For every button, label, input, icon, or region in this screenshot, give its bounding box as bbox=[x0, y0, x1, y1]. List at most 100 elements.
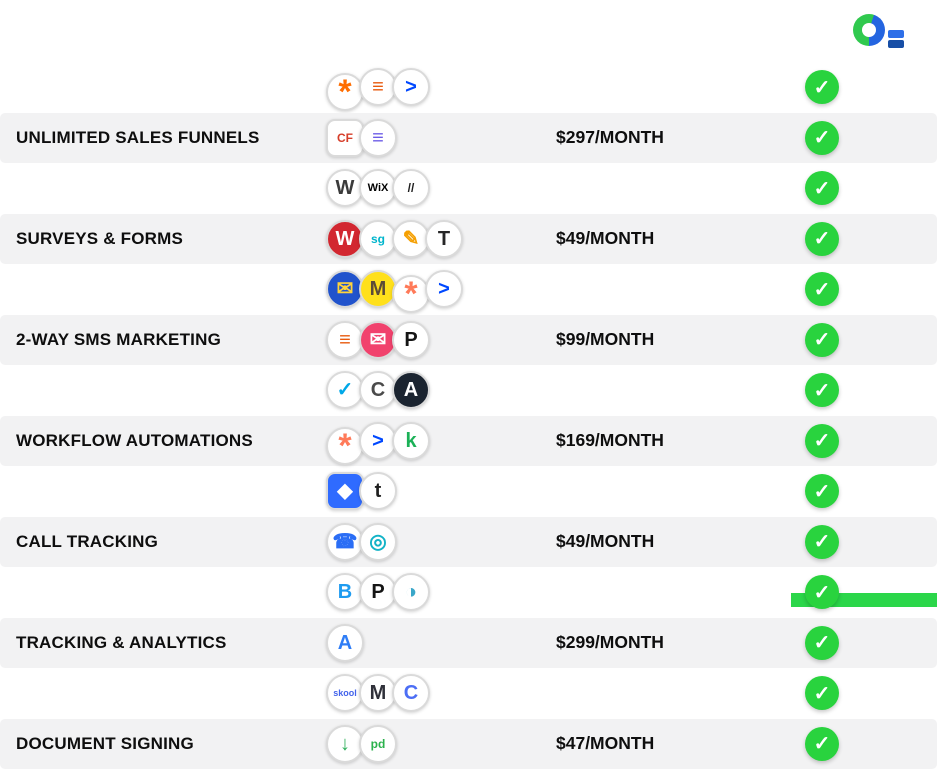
included-check-icon: ✓ bbox=[805, 676, 839, 711]
price-label: $299/MONTH bbox=[556, 632, 664, 653]
column-header-other-tools: OTHER TOOLS bbox=[326, 19, 474, 42]
other-tools-icons: ☎ ◎ bbox=[326, 522, 556, 561]
other-tools-icons: ✉ M * > bbox=[326, 270, 556, 314]
check-cell: ✓ bbox=[791, 517, 937, 568]
other-tools-icons: ↓ pd bbox=[326, 724, 556, 763]
check-cell: ✓ bbox=[791, 62, 937, 113]
included-check-icon: ✓ bbox=[805, 625, 839, 660]
table-row: TRACKING & ANALYTICS A $299/MONTH ✓ bbox=[0, 617, 937, 668]
included-check-icon: ✓ bbox=[805, 70, 839, 105]
table-header: FEATURES OTHER TOOLS PRICE/MONTH HighLev… bbox=[0, 0, 937, 62]
activecampaign-icon: > bbox=[425, 270, 463, 309]
esign-download-icon: ↓ bbox=[326, 724, 364, 763]
table-row: COURSES/PRODUCTS ◆ t $99/MONTH ✓ bbox=[0, 466, 937, 517]
check-cell: ✓ bbox=[791, 416, 937, 467]
price-label: $169/MONTH bbox=[556, 430, 664, 451]
logo-circle-shape bbox=[852, 14, 885, 46]
highlevel-logo-icon bbox=[852, 14, 904, 48]
skool-icon: skool bbox=[326, 674, 364, 713]
funnel-builder-stack-icon: ≡ bbox=[359, 118, 397, 157]
feature-label: BOOKING & APPOINTMENTS bbox=[16, 380, 258, 400]
feature-label: REPUTATION MANAGEMENT bbox=[16, 582, 257, 602]
included-check-icon: ✓ bbox=[805, 524, 839, 559]
included-check-icon: ✓ bbox=[805, 322, 839, 357]
other-tools-icons: ≡ ✉ P bbox=[326, 320, 556, 359]
included-check-icon: ✓ bbox=[805, 171, 839, 206]
table-row: 2-WAY SMS MARKETING ≡ ✉ P $99/MONTH ✓ bbox=[0, 314, 937, 365]
other-tools-icons: CF ≡ bbox=[326, 118, 556, 157]
check-cell: ✓ bbox=[791, 567, 937, 618]
hubspot-icon: * bbox=[326, 426, 364, 465]
price-label: $99/MONTH bbox=[556, 480, 655, 501]
hubspot-icon: * bbox=[392, 275, 430, 314]
price-label: $89/MONTH bbox=[556, 682, 655, 703]
price-label: $29/MONTH bbox=[556, 379, 655, 400]
highlevel-logo-text: HighLevel bbox=[737, 17, 847, 44]
keap-icon: * bbox=[326, 73, 364, 112]
podium-icon: P bbox=[359, 573, 397, 612]
table-row: REPUTATION MANAGEMENT B P ◑ $159/MONTH ✓ bbox=[0, 567, 937, 618]
price-label: $49/MONTH bbox=[556, 531, 655, 552]
other-tools-icons: A bbox=[326, 623, 556, 662]
feature-label: COURSES/PRODUCTS bbox=[16, 481, 204, 501]
klaviyo-icon: k bbox=[392, 421, 430, 460]
feature-label: DOCUMENT SIGNING bbox=[16, 733, 194, 753]
table-row: EMAIL MARKETING ✉ M * > $99/MONTH ✓ bbox=[0, 264, 937, 315]
other-tools-icons: ✓ C A bbox=[326, 371, 556, 410]
check-cell: ✓ bbox=[791, 719, 937, 770]
included-check-icon: ✓ bbox=[805, 726, 839, 761]
feature-label: WORKFLOW AUTOMATIONS bbox=[16, 430, 253, 450]
check-cell: ✓ bbox=[791, 466, 937, 517]
other-tools-icons: * > k bbox=[326, 421, 556, 465]
feature-label: SURVEYS & FORMS bbox=[16, 228, 184, 248]
squarespace-icon: // bbox=[392, 169, 430, 208]
constant-contact-icon: ✉ bbox=[326, 270, 364, 309]
included-check-icon: ✓ bbox=[805, 221, 839, 256]
calendly-icon: C bbox=[359, 371, 397, 410]
podium-icon: P bbox=[392, 320, 430, 359]
included-check-icon: ✓ bbox=[805, 272, 839, 307]
check-cell: ✓ bbox=[791, 365, 937, 416]
textedly-icon: ✉ bbox=[359, 320, 397, 359]
mailchimp-icon: M bbox=[359, 270, 397, 309]
table-row: WORKFLOW AUTOMATIONS * > k $169/MONTH ✓ bbox=[0, 415, 937, 467]
included-check-icon: ✓ bbox=[805, 575, 839, 610]
table-body: CRM & PIPELINE MANAGEMENT * ≡ > $99/MONTH ✓ UN… bbox=[0, 62, 937, 769]
price-label: $99/MONTH bbox=[556, 278, 655, 299]
feature-label: CALL TRACKING bbox=[16, 531, 159, 551]
activecampaign-icon: > bbox=[392, 68, 430, 107]
price-label: $159/MONTH bbox=[556, 581, 664, 602]
table-row: DOCUMENT SIGNING ↓ pd $47/MONTH ✓ bbox=[0, 718, 937, 770]
other-tools-icons: * ≡ > bbox=[326, 68, 556, 112]
review-swirl-icon: ◑ bbox=[392, 573, 430, 612]
column-header-features: FEATURES bbox=[16, 19, 125, 42]
table-row: BOOKING & APPOINTMENTS ✓ C A $29/MONTH ✓ bbox=[0, 365, 937, 416]
price-label: $49/MONTH bbox=[556, 228, 655, 249]
included-check-icon: ✓ bbox=[805, 120, 839, 155]
check-cell: ✓ bbox=[791, 113, 937, 164]
circle-icon: C bbox=[392, 674, 430, 713]
check-cell: ✓ bbox=[791, 214, 937, 265]
feature-label: TRACKING & ANALYTICS bbox=[16, 632, 227, 652]
feature-label: COMMUNITIES bbox=[16, 683, 140, 703]
check-cell: ✓ bbox=[791, 163, 937, 214]
included-check-icon: ✓ bbox=[805, 474, 839, 509]
price-label: $297/MONTH bbox=[556, 127, 664, 148]
included-check-icon: ✓ bbox=[805, 423, 839, 458]
price-label: $99/MONTH bbox=[556, 329, 655, 350]
check-cell: ✓ bbox=[791, 264, 937, 315]
table-row: CRM & PIPELINE MANAGEMENT * ≡ > $99/MONTH ✓ bbox=[0, 62, 937, 113]
other-tools-icons: skool M C bbox=[326, 674, 556, 713]
included-check-icon: ✓ bbox=[805, 373, 839, 408]
feature-label: UNLIMITED SALES FUNNELS bbox=[16, 127, 260, 147]
price-label: $29/MONTH bbox=[556, 177, 655, 198]
check-cell: ✓ bbox=[791, 668, 937, 719]
feature-label: EMAIL MARKETING bbox=[16, 279, 180, 299]
table-row: UNLIMITED SALES FUNNELS CF ≡ $297/MONTH ✓ bbox=[0, 112, 937, 164]
calltrackingmetrics-icon: ◎ bbox=[359, 522, 397, 561]
other-tools-icons: W WiX// bbox=[326, 169, 556, 208]
feature-label: 2-WAY SMS MARKETING bbox=[16, 329, 221, 349]
teachable-icon: t bbox=[359, 472, 397, 511]
logo-squares-shape bbox=[887, 30, 904, 48]
